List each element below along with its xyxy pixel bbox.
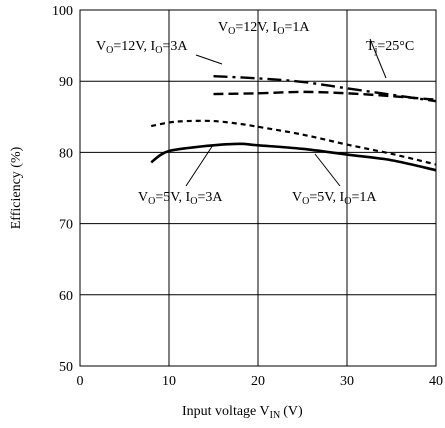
y-tick-label: 90 — [59, 75, 73, 90]
annotation-label: VO=12V, IO=3A — [96, 39, 188, 56]
annotation-label: Tj=25°C — [366, 39, 414, 56]
series-lines — [150, 75, 437, 172]
grid-lines — [80, 10, 436, 366]
y-axis-title: Efficiency (%) — [9, 146, 24, 229]
series-line — [150, 119, 437, 166]
annotation-leader — [314, 153, 341, 187]
x-axis-title: Input voltage VIN (V) — [182, 404, 303, 421]
annotation-leader — [195, 54, 223, 65]
annotation-label: VO=5V, IO=3A — [138, 190, 223, 207]
y-tick-label: 80 — [59, 146, 73, 161]
x-tick-label: 40 — [429, 374, 443, 389]
y-tick-label: 70 — [59, 218, 73, 233]
y-tick-label: 50 — [59, 360, 73, 375]
annotation-label: VO=12V, IO=1A — [218, 20, 310, 37]
x-axis-title-sub: IN — [270, 410, 281, 421]
annotation-leader — [185, 144, 214, 187]
x-axis-title-unit: (V) — [283, 404, 303, 419]
y-tick-label: 60 — [59, 289, 73, 304]
y-tick-label: 100 — [52, 4, 73, 19]
x-tick-label: 30 — [340, 374, 354, 389]
annotation-leader — [369, 38, 387, 79]
tick-labels: 0 10 20 30 40 50 60 70 80 90 100 — [52, 4, 443, 389]
plot-frame — [79, 9, 437, 367]
x-tick-label: 10 — [162, 374, 176, 389]
annotations: VO=12V, IO=1A VO=12V, IO=3A VO=5V, IO=3A VO… — [96, 20, 414, 207]
x-axis-title-main: Input voltage V — [182, 404, 270, 419]
x-tick-label: 20 — [251, 374, 265, 389]
series-line — [150, 142, 437, 172]
annotation-label: VO=5V, IO=1A — [292, 190, 377, 207]
series-line — [213, 90, 437, 101]
x-tick-label: 0 — [77, 374, 84, 389]
